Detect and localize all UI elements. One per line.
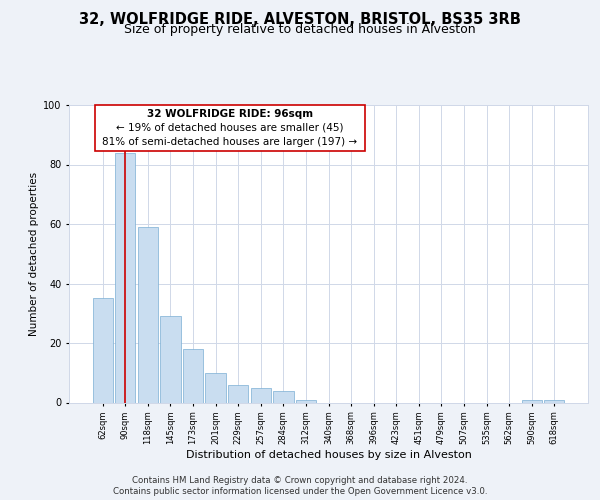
Bar bbox=[160, 316, 181, 402]
Text: Contains public sector information licensed under the Open Government Licence v3: Contains public sector information licen… bbox=[113, 487, 487, 496]
Bar bbox=[273, 390, 293, 402]
Bar bbox=[296, 400, 316, 402]
Bar bbox=[138, 227, 158, 402]
Bar bbox=[183, 349, 203, 403]
Bar bbox=[251, 388, 271, 402]
Text: Size of property relative to detached houses in Alveston: Size of property relative to detached ho… bbox=[124, 24, 476, 36]
X-axis label: Distribution of detached houses by size in Alveston: Distribution of detached houses by size … bbox=[185, 450, 472, 460]
Bar bbox=[205, 373, 226, 402]
Text: 32, WOLFRIDGE RIDE, ALVESTON, BRISTOL, BS35 3RB: 32, WOLFRIDGE RIDE, ALVESTON, BRISTOL, B… bbox=[79, 12, 521, 28]
Bar bbox=[228, 384, 248, 402]
Bar bbox=[544, 400, 565, 402]
Y-axis label: Number of detached properties: Number of detached properties bbox=[29, 172, 39, 336]
Text: 32 WOLFRIDGE RIDE: 96sqm: 32 WOLFRIDGE RIDE: 96sqm bbox=[147, 108, 313, 118]
Bar bbox=[521, 400, 542, 402]
FancyBboxPatch shape bbox=[95, 105, 365, 151]
Text: 81% of semi-detached houses are larger (197) →: 81% of semi-detached houses are larger (… bbox=[103, 137, 358, 147]
Text: Contains HM Land Registry data © Crown copyright and database right 2024.: Contains HM Land Registry data © Crown c… bbox=[132, 476, 468, 485]
Bar bbox=[92, 298, 113, 403]
Text: ← 19% of detached houses are smaller (45): ← 19% of detached houses are smaller (45… bbox=[116, 123, 344, 133]
Bar bbox=[115, 152, 136, 402]
